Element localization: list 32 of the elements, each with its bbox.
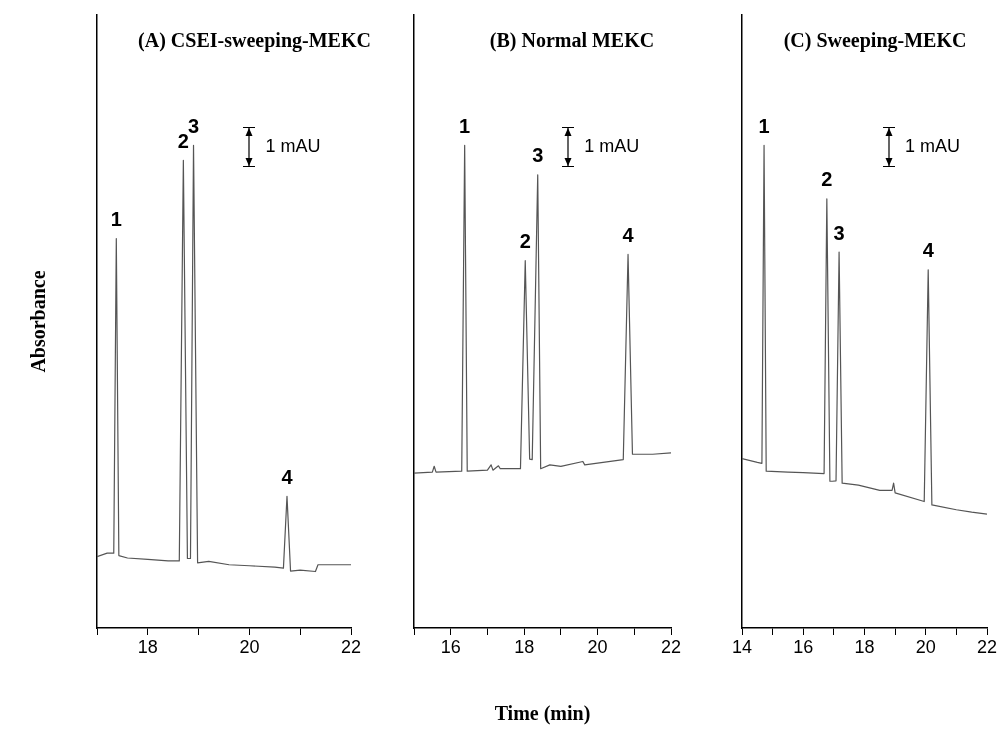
x-tick-label: 22: [976, 636, 998, 657]
x-tick-label: 16: [793, 636, 814, 657]
annotation: 1: [758, 114, 770, 137]
chart-title: (B) Normal MEKC: [489, 29, 655, 53]
chart-title: (A) CSEI-sweeping-MEKC: [138, 29, 371, 53]
annotation: 1: [459, 114, 471, 137]
annotation: 2: [177, 129, 189, 152]
annotation: 2: [821, 168, 833, 191]
x-tick-label: 22: [660, 636, 682, 657]
annotation: 3: [532, 144, 544, 167]
x-tick-label: 18: [514, 636, 535, 657]
chart-title: (C) Sweeping-MEKC: [783, 29, 967, 53]
annotation: 2: [519, 230, 531, 253]
annotation: 4: [281, 465, 294, 488]
x-tick-label: 20: [239, 636, 260, 657]
x-tick-label: 16: [440, 636, 461, 657]
annotation: 4: [622, 223, 635, 246]
x-tick-label: 22: [340, 636, 362, 657]
x-tick-label: 20: [915, 636, 936, 657]
x-tick-label: 20: [587, 636, 608, 657]
y-axis-title: Absorbance: [27, 270, 50, 373]
annotation: 4: [922, 239, 935, 262]
x-axis-title: Time (min): [494, 702, 591, 726]
annotation: 1 mAU: [905, 135, 961, 156]
x-tick-label: 14: [732, 636, 753, 657]
x-tick-label: 18: [137, 636, 158, 657]
annotation: 1: [110, 208, 122, 230]
annotation: 1 mAU: [265, 135, 321, 156]
annotation: 1 mAU: [584, 135, 640, 156]
annotation: 3: [833, 221, 845, 244]
x-tick-label: 18: [854, 636, 875, 657]
annotation: 3: [187, 114, 200, 137]
